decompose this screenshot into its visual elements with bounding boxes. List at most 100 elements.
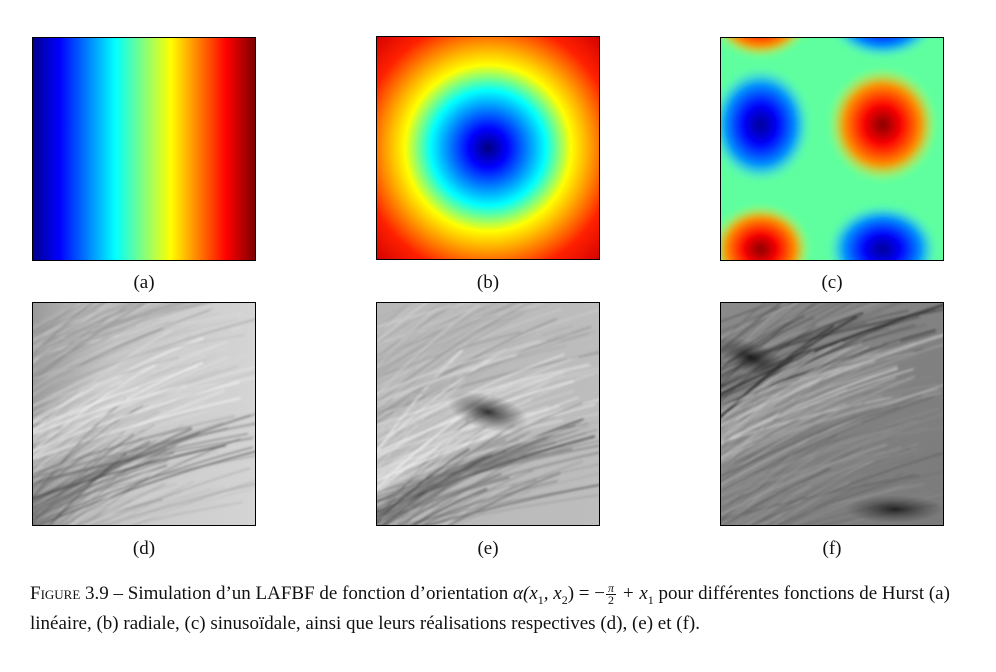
texture-streak [377,303,418,335]
texture-streak [763,460,874,525]
texture-streak [721,429,818,512]
texture-streak [377,303,493,347]
fraction-denominator: 2 [607,593,614,608]
texture-streak [415,473,599,525]
texture-streak [33,409,200,466]
texture-streak [33,454,255,510]
texture-streak [721,303,801,340]
texture-streak [410,487,488,525]
texture-streak [377,455,487,513]
texture-streak [721,457,915,525]
texture-streak [377,303,413,342]
texture-streak [721,390,867,467]
texture-streak [126,501,244,525]
texture-streak [377,350,512,406]
figure-caption: Figure 3.9 – Simulation d’un LAFBF de fo… [30,582,960,635]
texture-streak [377,317,513,387]
texture-streak [377,303,428,334]
texture-streak [33,378,170,446]
caption-dash: – [108,583,128,604]
texture-streak [33,325,137,379]
texture-streak [721,376,897,460]
texture-streak [377,409,550,455]
texture-streak [749,452,943,525]
texture-streak [377,303,436,358]
sublabel-d: (d) [132,538,156,559]
caption-math-sub3: 1 [647,592,654,607]
texture-streak [33,437,253,483]
sublabel-a: (a) [133,272,155,293]
texture-streak [33,390,190,451]
texture-streak [33,422,255,480]
fraction-numerator: π [605,581,616,596]
texture-streak [377,303,453,346]
panel-e-realization [376,302,600,526]
texture-streak [33,397,241,461]
texture-streak [33,366,254,444]
texture-streak [33,303,169,361]
caption-text-start: Simulation d’un LAFBF de fonction d’orie… [127,583,514,604]
texture-streak [721,371,833,477]
texture-streak [422,469,534,525]
sublabel-c: (c) [821,272,843,293]
texture-streak [377,332,589,414]
texture-streak [721,368,914,445]
texture-streak [33,378,190,432]
texture-streak [377,303,408,336]
texture-streak [33,303,131,355]
caption-text-end: pour différentes fonctions de Hurst (a) … [30,583,950,634]
texture-streak [377,318,470,380]
texture-streak [721,425,834,505]
texture-streak [112,480,194,525]
texture-streak [721,343,943,437]
texture-streak [377,309,599,398]
texture-streak [33,303,144,358]
texture-streak [721,346,850,413]
texture-streak [721,315,920,388]
texture-streak [377,419,563,471]
texture-streak [103,483,255,525]
texture-streak [33,309,210,389]
texture-streak [721,303,809,331]
texture-streak [721,373,943,450]
texture-streak [33,345,217,415]
texture-streak [377,402,583,510]
panel-b-radial-hurst [376,36,600,260]
texture-streak [721,352,806,435]
texture-streak [721,354,919,449]
caption-math-sub1: 1 [537,592,544,607]
texture-streak [76,498,133,525]
texture-streak [33,406,192,459]
texture-streak [33,329,172,433]
texture-streak [721,426,928,487]
texture-streak [771,475,854,525]
texture-streak [721,323,916,399]
panel-d-realization [32,302,256,526]
texture-streak [124,494,227,525]
texture-image-d [33,303,255,525]
texture-streak [377,312,524,412]
texture-streak [762,482,850,525]
texture-streak [33,303,120,339]
texture-streak [33,446,254,525]
texture-streak [71,491,117,525]
texture-streak [33,303,103,352]
texture-streak [403,463,477,525]
texture-streak [67,478,113,525]
texture-streak [50,483,177,525]
texture-streak [776,475,887,525]
texture-streak [33,303,143,327]
texture-streak [33,350,178,439]
texture-streak [721,351,914,417]
texture-streak [33,427,229,500]
texture-streak [377,303,450,372]
texture-streak [723,433,817,525]
panel-f-realization [720,302,944,526]
texture-streak [33,318,160,389]
texture-streak [749,446,912,525]
texture-streak [84,476,201,525]
texture-streak [377,303,446,345]
texture-streak [377,303,515,381]
texture-streak [721,406,901,469]
texture-streak [721,348,910,443]
